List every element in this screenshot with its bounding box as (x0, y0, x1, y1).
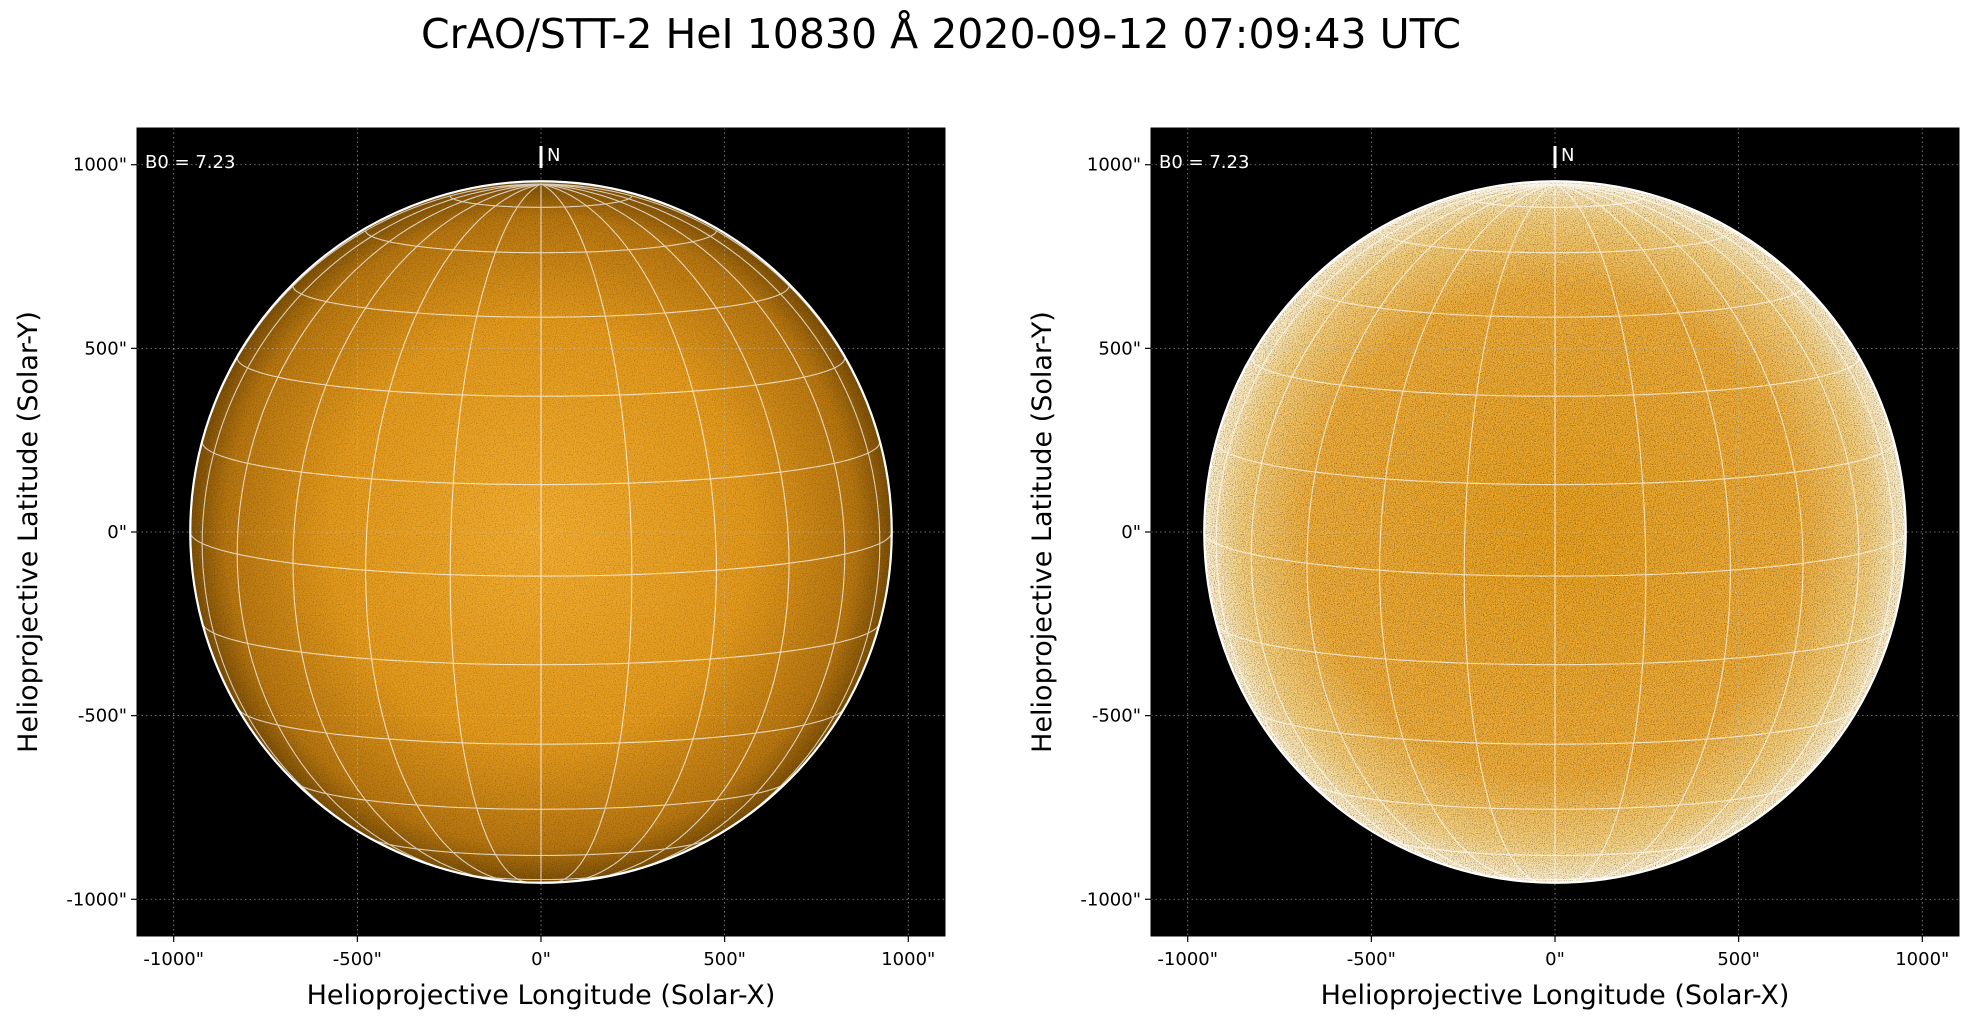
longitude-line (540, 183, 790, 880)
heliographic-grid (1203, 183, 1907, 884)
longitude-line (449, 183, 542, 884)
y-tick-label: 500" (1098, 338, 1141, 359)
longitude-line (201, 183, 542, 846)
panel-enhanced: N B0 = 7.23 -1000" -500" 0" 500" 1000" 1000" 500… (1027, 127, 1960, 1011)
longitude-line (1215, 183, 1556, 846)
longitude-line (1554, 183, 1731, 882)
solar-limb (189, 180, 893, 884)
solar-limb (1203, 180, 1907, 884)
y-tick-label: -1000" (66, 889, 127, 910)
longitude-line (236, 183, 542, 874)
longitude-line (540, 183, 633, 884)
y-tick-label: 0" (107, 522, 127, 543)
x-tick-label: 0" (1545, 949, 1565, 970)
y-tick-label: 1000" (73, 155, 127, 176)
longitude-line (1554, 183, 1647, 884)
x-tick-label: 500" (703, 949, 746, 970)
north-label: N (547, 145, 560, 166)
longitude-line (1306, 183, 1556, 880)
x-tick-label: -1000" (143, 949, 204, 970)
y-tick-label: 1000" (1087, 155, 1141, 176)
longitude-line (540, 183, 881, 846)
y-tick-label: 0" (1121, 522, 1141, 543)
longitude-line (540, 183, 846, 874)
longitude-line (1554, 183, 1860, 874)
y-tick-label: 500" (84, 338, 127, 359)
heliographic-grid (189, 183, 893, 884)
longitude-line (1463, 183, 1556, 884)
longitude-line (1379, 183, 1556, 882)
longitude-line (1554, 183, 1804, 880)
longitude-line (292, 183, 542, 880)
figure-title: CrAO/STT-2 HeI 10830 Å 2020-09-12 07:09:… (421, 10, 1461, 58)
y-axis-label: Helioprojective Latitude (Solar-Y) (1027, 311, 1058, 753)
x-tick-label: 1000" (1895, 949, 1949, 970)
b0-label: B0 = 7.23 (1159, 152, 1249, 173)
y-axis-label: Helioprojective Latitude (Solar-Y) (13, 311, 44, 753)
x-tick-label: -500" (1347, 949, 1396, 970)
x-tick-label: -500" (333, 949, 382, 970)
y-tick-label: -500" (1092, 706, 1141, 727)
longitude-line (540, 183, 717, 882)
panel-original: N B0 = 7.23 -1000" -500" 0" 500" 1000" 1000" 500… (13, 127, 946, 1011)
x-axis-label: Helioprojective Longitude (Solar-X) (1321, 980, 1790, 1011)
b0-label: B0 = 7.23 (145, 152, 235, 173)
x-tick-label: 0" (531, 949, 551, 970)
x-tick-label: -1000" (1157, 949, 1218, 970)
x-axis-label: Helioprojective Longitude (Solar-X) (307, 980, 776, 1011)
y-tick-label: -500" (78, 706, 127, 727)
longitude-line (1250, 183, 1556, 874)
longitude-line (365, 183, 542, 882)
x-tick-label: 1000" (881, 949, 935, 970)
y-tick-label: -1000" (1080, 889, 1141, 910)
x-tick-label: 500" (1717, 949, 1760, 970)
longitude-line (1554, 183, 1895, 846)
north-label: N (1561, 145, 1574, 166)
